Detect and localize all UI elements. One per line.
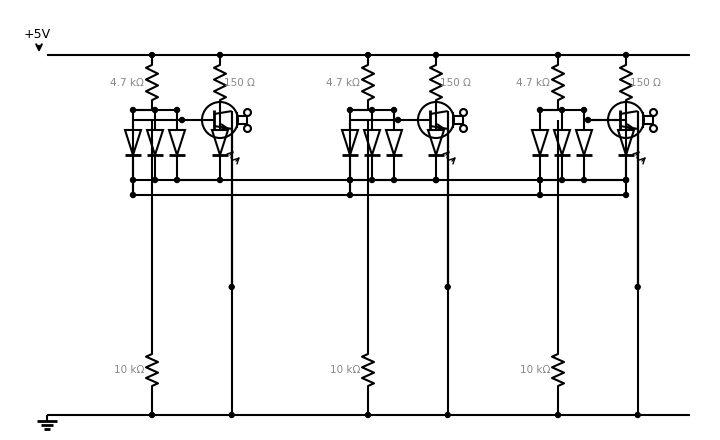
Circle shape [150,52,155,58]
Circle shape [624,52,629,58]
Circle shape [153,107,158,113]
Circle shape [556,413,560,418]
Text: 4.7 kΩ: 4.7 kΩ [110,77,144,88]
Circle shape [174,107,179,113]
Circle shape [624,177,629,183]
Circle shape [582,177,587,183]
Circle shape [348,177,353,183]
Circle shape [229,285,234,290]
Circle shape [582,107,587,113]
Circle shape [153,177,158,183]
Circle shape [217,177,222,183]
Circle shape [150,413,155,418]
Text: 4.7 kΩ: 4.7 kΩ [326,77,360,88]
Circle shape [392,107,397,113]
Circle shape [556,52,560,58]
Circle shape [585,117,590,122]
Circle shape [538,107,542,113]
Circle shape [538,193,542,198]
Circle shape [348,193,353,198]
Circle shape [395,117,400,122]
Circle shape [174,177,179,183]
Circle shape [229,413,234,418]
Circle shape [433,52,438,58]
Circle shape [130,107,135,113]
Circle shape [179,117,184,122]
Circle shape [348,177,353,183]
Text: 150 Ω: 150 Ω [630,77,661,88]
Text: 150 Ω: 150 Ω [440,77,471,88]
Circle shape [635,285,640,290]
Text: 150 Ω: 150 Ω [224,77,255,88]
Circle shape [130,177,135,183]
Circle shape [366,413,371,418]
Circle shape [130,193,135,198]
Circle shape [559,177,564,183]
Circle shape [348,107,353,113]
Text: 10 kΩ: 10 kΩ [520,365,550,375]
Text: 10 kΩ: 10 kΩ [330,365,360,375]
Circle shape [635,413,640,418]
Circle shape [392,177,397,183]
Text: 10 kΩ: 10 kΩ [114,365,144,375]
Circle shape [445,413,450,418]
Circle shape [559,107,564,113]
Circle shape [433,177,438,183]
Circle shape [369,107,374,113]
Circle shape [433,177,438,183]
Text: +5V: +5V [24,28,51,41]
Circle shape [366,52,371,58]
Text: 4.7 kΩ: 4.7 kΩ [516,77,550,88]
Circle shape [624,177,629,183]
Circle shape [538,177,542,183]
Circle shape [217,52,222,58]
Circle shape [445,285,450,290]
Circle shape [624,193,629,198]
Circle shape [538,177,542,183]
Circle shape [369,177,374,183]
